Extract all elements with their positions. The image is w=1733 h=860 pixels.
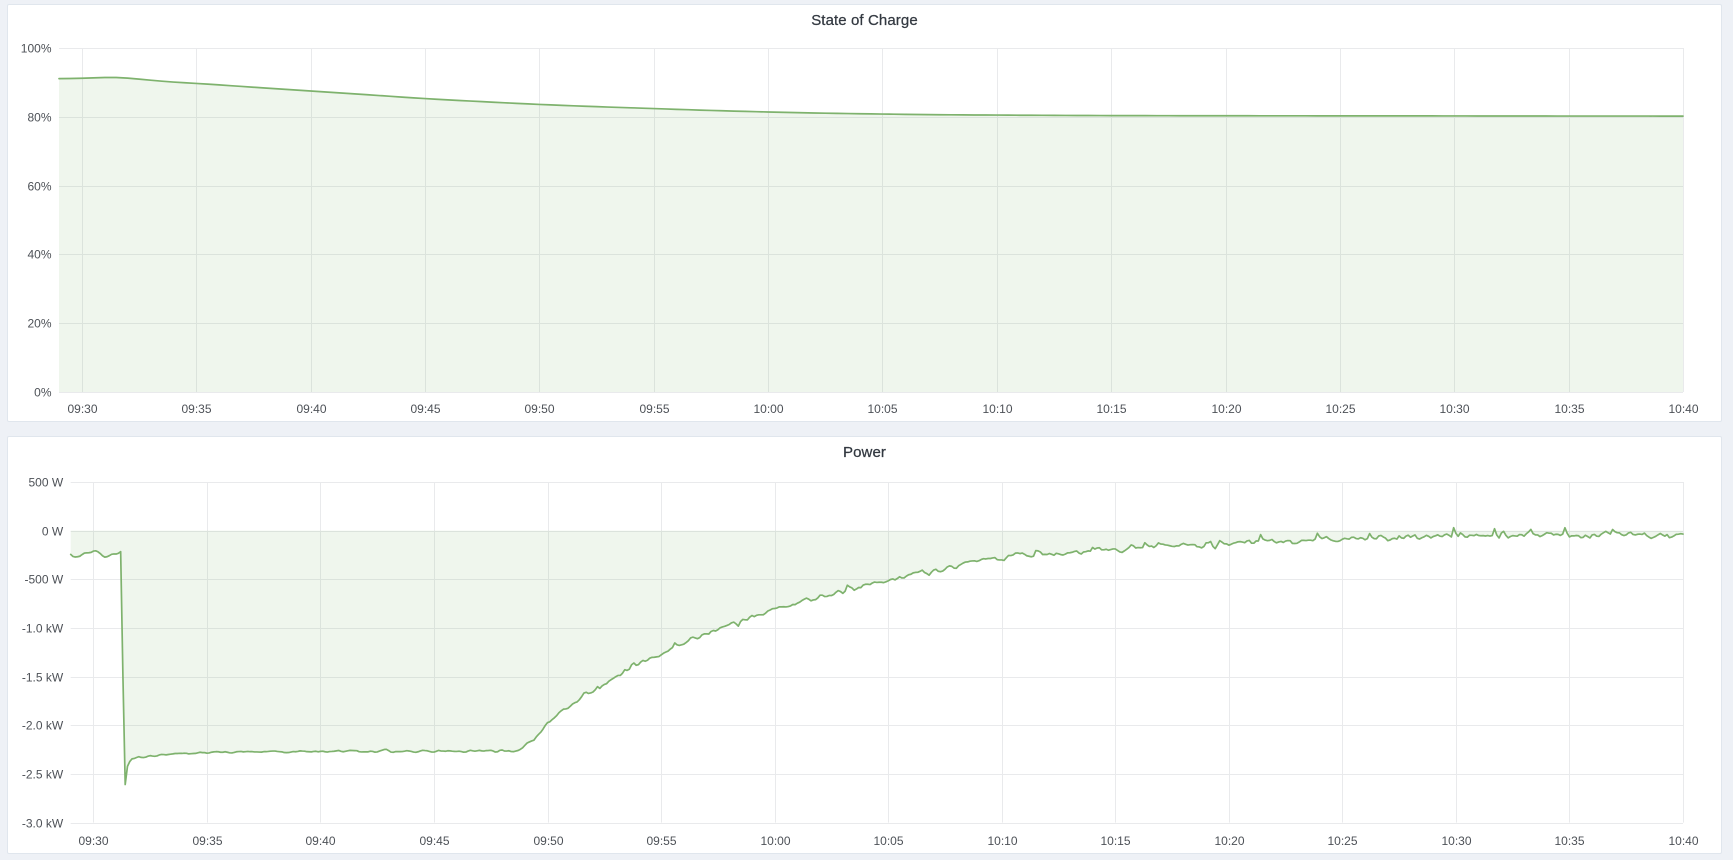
series-line [58,76,1684,117]
x-tick-label: 10:25 [1325,402,1355,416]
panel-power: Power 500 W 0 W -500 W -1.0 kW -1.5 kW -2.0 k… [7,436,1722,854]
x-tick-label: 09:45 [410,402,440,416]
x-tick-label: 10:20 [1214,834,1244,848]
y-tick-label: 0% [34,386,52,400]
y-tick-label: 100% [21,42,52,56]
x-tick-label: 10:00 [760,834,790,848]
x-tick-label: 09:50 [533,834,563,848]
panel-state-of-charge: State of Charge 100% 80% 60% 40% 20% 0% 09:30 0… [7,4,1722,422]
power-chart[interactable]: 500 W 0 W -500 W -1.0 kW -1.5 kW -2.0 kW -2.5 … [8,437,1723,855]
x-tick-label: 09:45 [419,834,449,848]
x-tick-label: 10:10 [982,402,1012,416]
x-tick-label: 09:55 [646,834,676,848]
x-tick-label: 10:30 [1439,402,1469,416]
y-tick-label: -2.0 kW [22,719,64,733]
x-tick-label: 10:05 [867,402,897,416]
y-tick-label: 80% [27,111,51,125]
panel-title-state-of-charge[interactable]: State of Charge [811,12,918,29]
series-area [59,77,1683,393]
y-tick-label: 0 W [42,525,64,539]
x-tick-label: 09:35 [192,834,222,848]
x-tick-label: 10:25 [1327,834,1357,848]
x-tick-label: 09:40 [305,834,335,848]
x-tick-label: 10:10 [987,834,1017,848]
x-tick-label: 10:00 [753,402,783,416]
y-tick-label: -2.5 kW [22,768,64,782]
y-tick-label: 20% [27,317,51,331]
x-tick-label: 09:40 [296,402,326,416]
y-tick-label: 60% [27,180,51,194]
x-tick-label: 09:30 [78,834,108,848]
y-tick-label: -500 W [25,573,64,587]
y-tick-label: -1.0 kW [22,622,64,636]
x-tick-label: 10:15 [1100,834,1130,848]
x-tick-label: 09:50 [524,402,554,416]
y-tick-label: -3.0 kW [22,817,64,831]
panel-title-power[interactable]: Power [842,444,887,461]
x-tick-label: 10:35 [1554,834,1584,848]
x-tick-label: 09:35 [181,402,211,416]
series-line [69,526,1684,786]
state-of-charge-chart[interactable]: 100% 80% 60% 40% 20% 0% 09:30 09:35 09:40 09:45 09… [8,5,1723,423]
y-tick-label: -1.5 kW [22,671,64,685]
x-tick-label: 10:35 [1554,402,1584,416]
y-tick-label: 500 W [29,476,64,490]
x-tick-label: 09:55 [639,402,669,416]
y-tick-label: 40% [27,248,51,262]
x-tick-label: 10:40 [1668,834,1698,848]
series-area [70,527,1684,785]
x-tick-label: 10:20 [1211,402,1241,416]
x-tick-label: 10:15 [1096,402,1126,416]
x-tick-label: 10:05 [873,834,903,848]
x-tick-label: 09:30 [67,402,97,416]
x-tick-label: 10:30 [1441,834,1471,848]
x-tick-label: 10:40 [1668,402,1698,416]
